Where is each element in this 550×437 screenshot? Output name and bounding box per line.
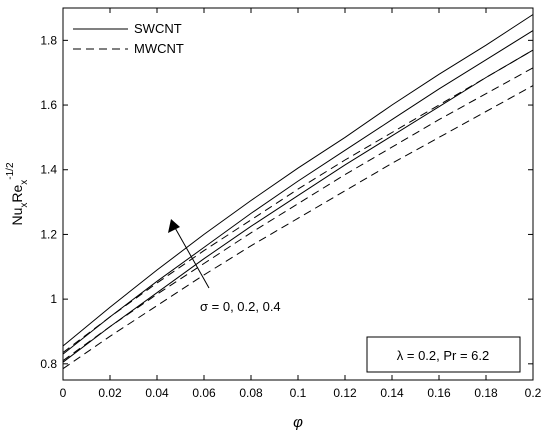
y-tick-label-5: 1.8 [40,33,57,47]
plot-area [62,7,534,381]
series-line-3 [62,49,534,353]
parameter-box-label: λ = 0.2, Pr = 6.2 [397,348,490,363]
series-line-0 [62,14,534,347]
series-line-2 [62,49,534,363]
y-label-nu: Nu [9,208,25,226]
y-tick-label-3: 1.4 [40,163,57,177]
y-label-exponent: -1/2 [5,162,16,180]
x-tick-label-5: 0.1 [290,386,307,400]
y-label-re: Re [9,185,25,203]
y-tick-label-0: 0.8 [40,357,57,371]
x-tick-label-1: 0.02 [98,386,122,400]
x-tick-label-10: 0.2 [525,386,542,400]
y-label-sub-x2: x [19,180,30,185]
y-tick-label-4: 1.6 [40,98,57,112]
x-axis-label: φ [293,414,303,431]
legend-label-mwcnt: MWCNT [134,41,184,56]
y-label-sub-x1: x [19,203,30,208]
x-tick-label-2: 0.04 [145,386,169,400]
legend-label-swcnt: SWCNT [134,21,182,36]
x-tick-label-3: 0.06 [192,386,216,400]
x-tick-label-7: 0.14 [380,386,404,400]
x-tick-label-0: 0 [60,386,67,400]
series-line-4 [62,67,534,362]
sigma-arrow-shaft [173,225,210,289]
x-tick-label-8: 0.16 [427,386,451,400]
y-axis-label: NuxRex-1/2 [5,162,30,225]
x-tick-label-6: 0.12 [333,386,357,400]
series-line-1 [62,30,534,355]
sigma-annotation: σ = 0, 0.2, 0.4 [200,299,281,314]
sigma-arrow-head [168,219,180,233]
series-line-5 [62,85,534,370]
y-tick-label-2: 1.2 [40,227,57,241]
y-tick-label-1: 1 [50,292,57,306]
x-tick-label-4: 0.08 [239,386,263,400]
legend: SWCNT MWCNT [73,21,184,56]
x-tick-label-9: 0.18 [474,386,498,400]
parameter-box [366,336,521,373]
